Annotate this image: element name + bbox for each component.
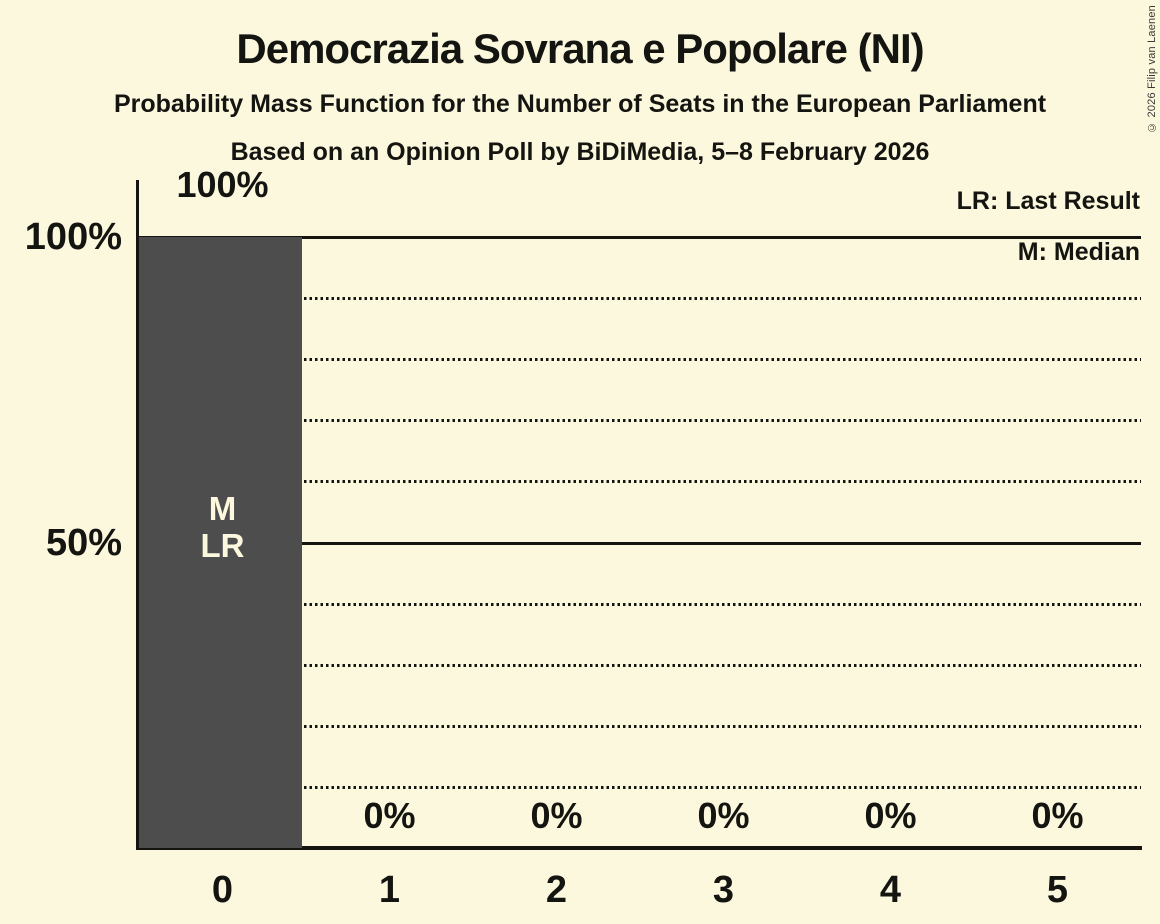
x-tick-label-4: 4 [879, 869, 902, 911]
median-last-result-annotation: M LR [153, 490, 293, 564]
poll-source-info: Based on an Opinion Poll by BiDiMedia, 5… [230, 138, 930, 166]
x-tick-label-2: 2 [545, 869, 568, 911]
x-axis-line [136, 846, 1142, 850]
bar-value-label-4: 0% [864, 795, 917, 836]
legend-last-result: LR: Last Result [956, 187, 1140, 215]
bar-value-label-5: 0% [1031, 795, 1084, 836]
gridline-dotted-40 [139, 602, 1141, 606]
gridline-dotted-70 [139, 419, 1141, 423]
x-tick-label-1: 1 [378, 869, 401, 911]
x-tick-label-0: 0 [211, 869, 234, 911]
annotation-line-m: M [208, 490, 237, 527]
x-tick-label-3: 3 [712, 869, 735, 911]
legend-median: M: Median [1017, 238, 1140, 266]
bar-value-label-2: 0% [530, 795, 583, 836]
gridline-dotted-30 [139, 663, 1141, 667]
gridline-dotted-20 [139, 724, 1141, 728]
bar-value-label-3: 0% [697, 795, 750, 836]
y-axis-line [136, 180, 139, 850]
gridline-solid-100 [139, 236, 1141, 239]
chart-subtitle: Probability Mass Function for the Number… [113, 90, 1047, 118]
gridline-dotted-60 [139, 480, 1141, 484]
x-tick-label-5: 5 [1046, 869, 1069, 911]
y-tick-label-100: 100% [24, 216, 122, 258]
y-tick-label-50: 50% [45, 521, 122, 564]
gridline-dotted-10 [139, 785, 1141, 789]
chart-title: Democrazia Sovrana e Popolare (NI) [236, 25, 924, 72]
gridline-solid-50 [139, 541, 1141, 545]
bar-value-label-1: 0% [363, 795, 416, 836]
gridline-dotted-90 [139, 297, 1141, 301]
bar-seats-0 [139, 237, 302, 848]
annotation-line-lr: LR [200, 527, 245, 564]
gridline-dotted-80 [139, 358, 1141, 362]
bar-value-label-0: 100% [176, 164, 269, 205]
